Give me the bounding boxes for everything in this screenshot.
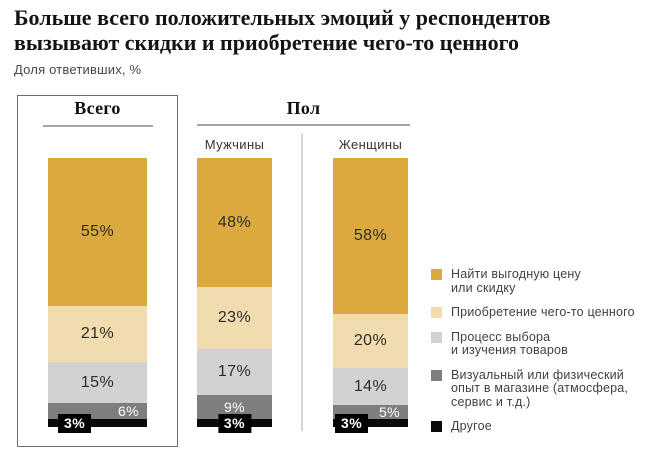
bar-segment-valuable-purchase: 21% bbox=[48, 305, 147, 363]
chart-subtitle: Доля ответивших, % bbox=[14, 62, 142, 77]
legend-swatch-icon bbox=[431, 369, 442, 381]
segment-value-label: 5% bbox=[378, 404, 400, 421]
bar-segment-choosing-process: 17% bbox=[197, 348, 272, 395]
page-title: Больше всего положительных эмоций у респ… bbox=[14, 5, 551, 55]
segment-value-label: 23% bbox=[217, 309, 252, 327]
legend-label: Процесс выбора и изучения товаров bbox=[451, 329, 569, 357]
legend-swatch-icon bbox=[431, 269, 442, 280]
category-label-men: Мужчины bbox=[204, 137, 265, 152]
segment-value-badge: 3% bbox=[58, 414, 92, 433]
bar-segment-price-discount: 58% bbox=[333, 158, 408, 315]
legend-label: Визуальный или физический опыт в магазин… bbox=[451, 367, 629, 409]
chart-area: Всего Пол Мужчины Женщины 55% 21% 15% 6% 3% … bbox=[0, 80, 646, 460]
segment-value-label: 6% bbox=[117, 402, 139, 419]
gender-divider-line bbox=[301, 134, 303, 431]
total-group-box bbox=[17, 95, 178, 447]
bar-segment-valuable-purchase: 20% bbox=[333, 314, 408, 368]
segment-value-label: 9% bbox=[223, 398, 246, 415]
segment-value-badge: 3% bbox=[217, 414, 252, 433]
legend-label: Найти выгодную цену или скидку bbox=[451, 267, 581, 295]
legend-label: Приобретение чего-то ценного bbox=[451, 305, 635, 319]
category-label-women: Женщины bbox=[338, 137, 403, 152]
legend-item: Визуальный или физический опыт в магазин… bbox=[431, 367, 643, 410]
segment-value-label: 14% bbox=[353, 377, 388, 395]
gender-header-underline bbox=[197, 124, 410, 126]
legend-label: Другое bbox=[451, 419, 492, 433]
stacked-bar-women: 58% 20% 14% 5% 3% bbox=[333, 158, 408, 433]
segment-value-label: 15% bbox=[80, 373, 115, 391]
bar-segment-choosing-process: 15% bbox=[48, 362, 147, 403]
stacked-bar-men: 48% 23% 17% 9% 3% bbox=[197, 158, 272, 433]
segment-value-badge: 3% bbox=[335, 414, 369, 433]
group-header-gender: Пол bbox=[286, 98, 321, 118]
bar-segment-choosing-process: 14% bbox=[333, 367, 408, 406]
segment-value-label: 17% bbox=[217, 362, 252, 380]
legend-swatch-icon bbox=[431, 307, 442, 318]
segment-value-label: 48% bbox=[217, 213, 252, 231]
legend-item: Процесс выбора и изучения товаров bbox=[431, 329, 643, 358]
bar-segment-price-discount: 48% bbox=[197, 158, 272, 288]
bar-segment-price-discount: 55% bbox=[48, 158, 147, 306]
group-header-total: Всего bbox=[74, 98, 121, 118]
bar-segment-other bbox=[48, 418, 147, 427]
segment-value-label: 20% bbox=[353, 331, 388, 349]
legend-swatch-icon bbox=[431, 421, 442, 432]
segment-value-label: 58% bbox=[353, 227, 388, 244]
legend-item: Приобретение чего-то ценного bbox=[431, 305, 643, 320]
segment-value-label: 55% bbox=[80, 222, 115, 240]
legend-item: Другое bbox=[431, 419, 643, 434]
legend-item: Найти выгодную цену или скидку bbox=[431, 267, 643, 295]
total-header-underline bbox=[43, 125, 153, 127]
segment-value-label: 21% bbox=[80, 325, 115, 343]
stacked-bar-total: 55% 21% 15% 6% 3% bbox=[48, 158, 147, 433]
bar-segment-other bbox=[333, 418, 408, 427]
bar-segment-valuable-purchase: 23% bbox=[197, 287, 272, 349]
legend-swatch-icon bbox=[431, 331, 442, 343]
legend: Найти выгодную цену или скидку Приобретен… bbox=[431, 267, 643, 434]
